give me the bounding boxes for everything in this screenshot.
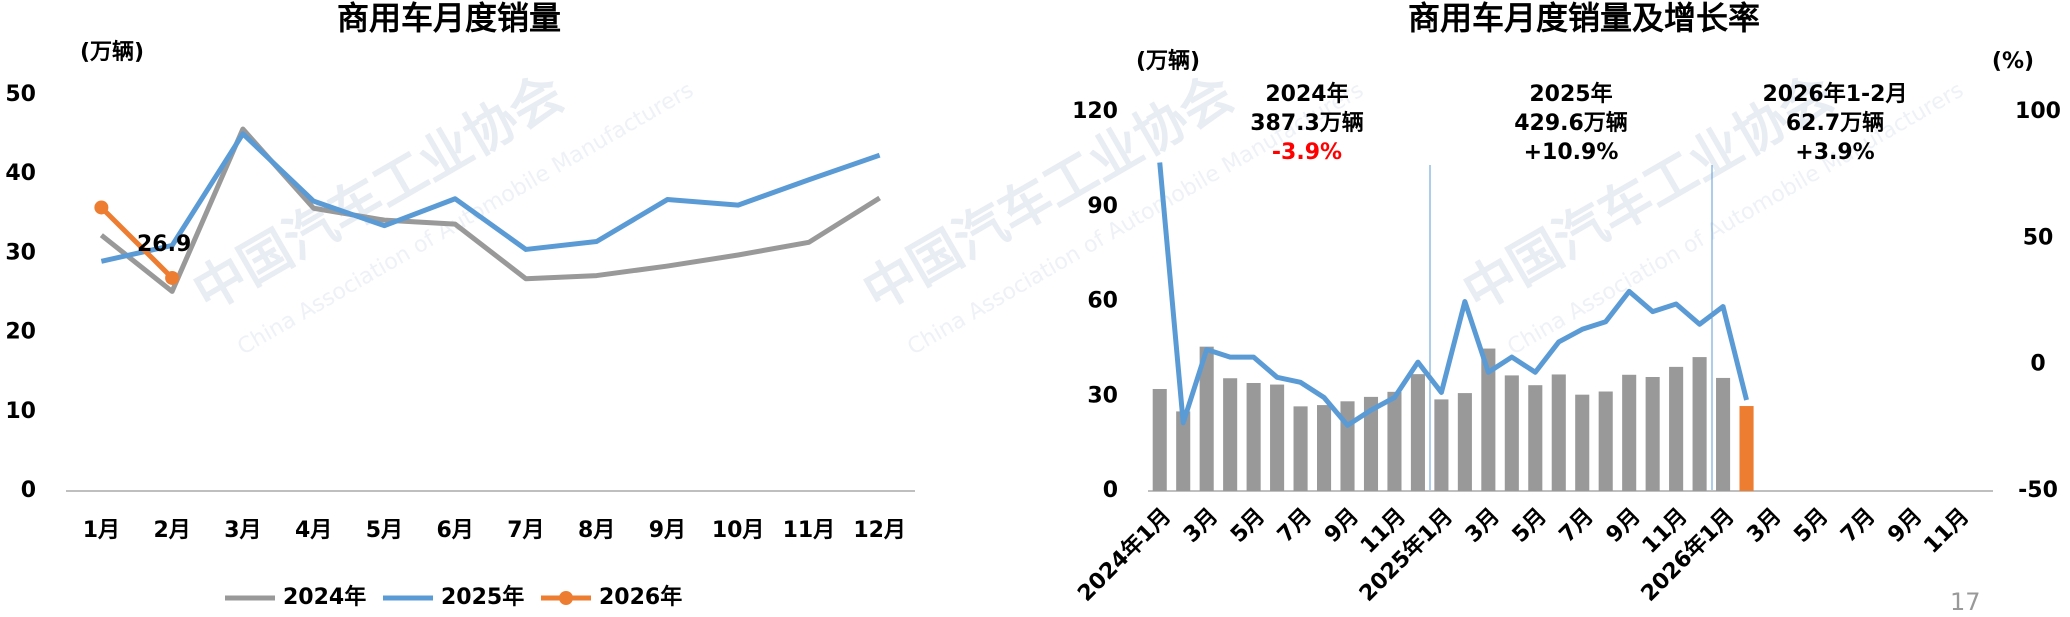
x-tick-label: 5月 — [366, 518, 403, 543]
bar — [1692, 357, 1707, 491]
legend-label: 2026年 — [599, 584, 682, 610]
x-tick-label: 9月 — [649, 518, 686, 543]
y-tick-label: 20 — [5, 320, 36, 345]
bar — [1622, 374, 1637, 491]
chart-title: 商用车月度销量 — [337, 0, 561, 37]
bar — [1504, 375, 1519, 491]
bar — [1669, 366, 1684, 491]
bar — [1223, 378, 1238, 491]
line — [100, 131, 881, 264]
legend-marker — [559, 591, 573, 605]
bar — [1739, 406, 1754, 491]
bar — [1152, 388, 1167, 491]
annotation: 2024年 — [1265, 81, 1348, 107]
bar — [1528, 385, 1543, 491]
bar — [1434, 399, 1449, 491]
y2-axis-label: (%) — [1992, 49, 2034, 74]
y-tick-label: 50 — [5, 82, 36, 107]
legend-label: 2025年 — [441, 584, 524, 610]
y2-tick-label: -50 — [2018, 478, 2058, 503]
x-tick-label: 3月 — [1742, 504, 1786, 548]
bar — [1481, 348, 1496, 491]
x-tick-label: 1月 — [83, 518, 120, 543]
bar — [1410, 374, 1425, 491]
bar — [1551, 374, 1566, 491]
y-tick-label: 0 — [1103, 478, 1118, 503]
x-tick-label: 7月 — [1836, 504, 1880, 548]
x-tick-label: 7月 — [1555, 504, 1599, 548]
bar — [1716, 377, 1731, 491]
annotation: +3.9% — [1795, 140, 1874, 165]
x-tick-label: 6月 — [436, 518, 473, 543]
bar — [1387, 391, 1402, 491]
bar — [1176, 411, 1191, 491]
x-tick-label: 8月 — [578, 518, 615, 543]
y2-tick-label: 100 — [2015, 99, 2061, 124]
y2-tick-label: 50 — [2023, 225, 2054, 250]
bar — [1457, 393, 1472, 491]
x-tick-label: 5月 — [1789, 504, 1833, 548]
annotation: 2025年 — [1529, 81, 1612, 107]
annotation: 387.3万辆 — [1250, 110, 1364, 136]
bar — [1293, 406, 1308, 491]
line — [1157, 162, 1749, 428]
annotation: 2026年1-2月 — [1763, 81, 1908, 107]
x-tick-label: 10月 — [712, 518, 765, 543]
data-label: 26.9 — [137, 232, 191, 257]
y-tick-label: 0 — [21, 478, 36, 503]
bar — [1199, 346, 1214, 491]
page-number: 17 — [1950, 588, 1981, 616]
x-tick-label: 12月 — [853, 518, 906, 543]
bar — [1340, 401, 1355, 491]
y-tick-label: 90 — [1087, 194, 1118, 219]
x-tick-label: 3月 — [1461, 504, 1505, 548]
bar — [1246, 382, 1261, 491]
y-tick-label: 30 — [5, 240, 36, 265]
bar — [1270, 384, 1285, 491]
y2-tick-label: 0 — [2030, 352, 2045, 377]
x-tick-label: 11月 — [783, 518, 836, 543]
line — [99, 205, 174, 280]
x-tick-label: 3月 — [224, 518, 261, 543]
x-tick-label: 3月 — [1179, 504, 1223, 548]
x-tick-label: 7月 — [507, 518, 544, 543]
annotation: +10.9% — [1524, 140, 1619, 165]
y-tick-label: 40 — [5, 161, 36, 186]
legend-label: 2024年 — [283, 584, 366, 610]
bar — [1575, 394, 1590, 491]
chart-title: 商用车月度销量及增长率 — [1408, 0, 1760, 37]
x-tick-label: 2月 — [153, 518, 190, 543]
annotation: -3.9% — [1272, 140, 1342, 165]
annotation: 62.7万辆 — [1786, 110, 1884, 136]
y-tick-label: 120 — [1072, 99, 1118, 124]
y-tick-label: 30 — [1087, 383, 1118, 408]
marker — [94, 200, 109, 215]
x-tick-label: 5月 — [1508, 504, 1552, 548]
bar — [1317, 405, 1332, 491]
x-tick-label: 11月 — [1919, 504, 1974, 559]
bar — [1645, 376, 1660, 491]
x-tick-label: 7月 — [1273, 504, 1317, 548]
x-tick-label: 4月 — [295, 518, 332, 543]
x-tick-label: 5月 — [1226, 504, 1270, 548]
marker — [165, 270, 180, 285]
y-tick-label: 10 — [5, 399, 36, 424]
annotation: 429.6万辆 — [1514, 110, 1628, 136]
y-tick-label: 60 — [1087, 289, 1118, 314]
bar — [1598, 391, 1613, 491]
y-axis-label: (万辆) — [80, 39, 144, 65]
y-axis-label: (万辆) — [1136, 48, 1200, 74]
bar — [1363, 396, 1379, 491]
x-tick-label: 2024年1月 — [1073, 503, 1177, 607]
